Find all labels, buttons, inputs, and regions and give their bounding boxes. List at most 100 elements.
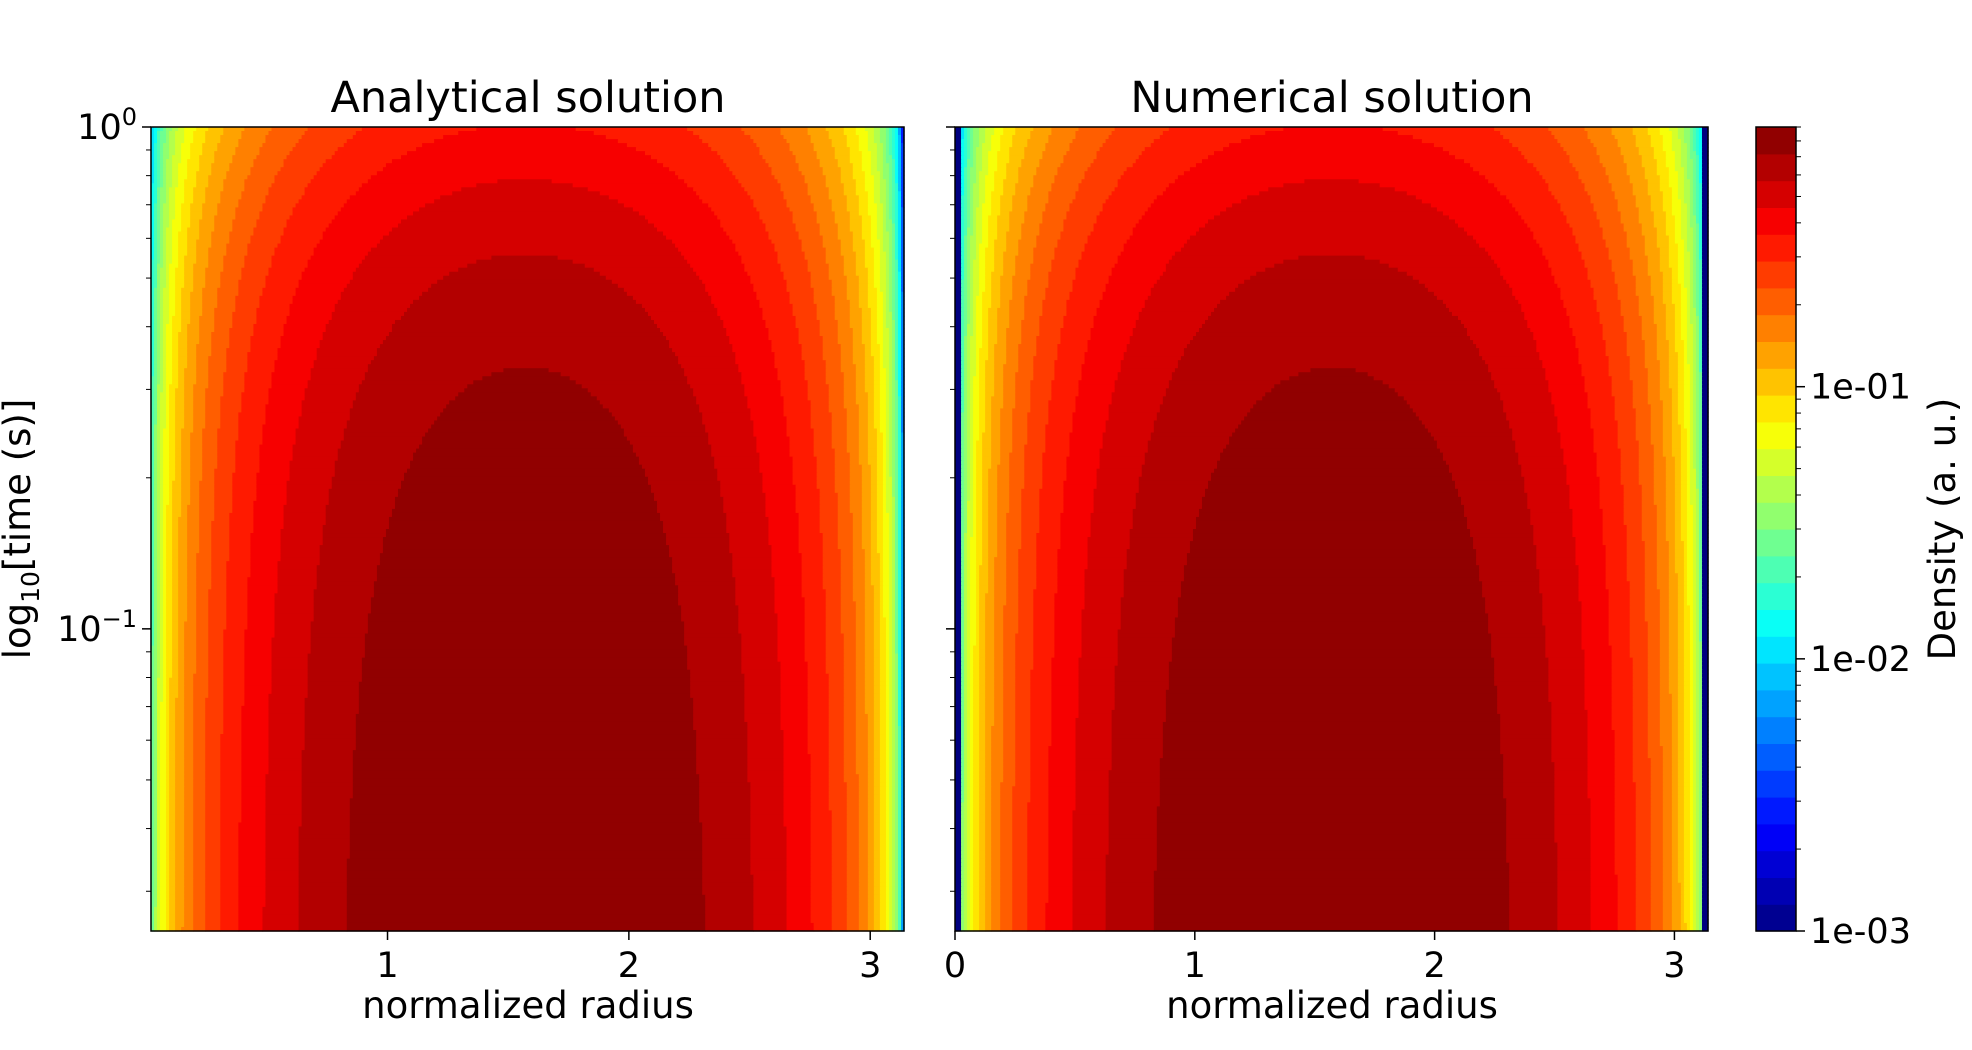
- contour-cell: [151, 545, 155, 550]
- contour-cell: [160, 424, 167, 430]
- contour-cell: [151, 263, 155, 269]
- contour-cell: [855, 709, 866, 715]
- contour-cell: [202, 291, 218, 297]
- contour-cell: [166, 746, 170, 751]
- contour-cell: [617, 199, 703, 204]
- contour-cell: [241, 730, 270, 735]
- contour-cell: [163, 147, 170, 152]
- contour-cell: [160, 452, 164, 458]
- contour-cell: [310, 637, 366, 643]
- contour-cell: [388, 524, 664, 530]
- contour-cell: [184, 279, 194, 285]
- contour-cell: [196, 633, 209, 639]
- contour-cell: [852, 524, 863, 530]
- contour-cell: [807, 380, 827, 385]
- contour-cell: [885, 143, 890, 148]
- contour-cell: [304, 388, 360, 393]
- contour-cell: [801, 356, 824, 361]
- contour-cell: [181, 299, 191, 305]
- contour-cell: [882, 605, 890, 610]
- contour-cell: [882, 609, 890, 615]
- contour-cell: [873, 131, 881, 136]
- contour-cell: [888, 553, 893, 558]
- contour-cell: [157, 657, 161, 663]
- contour-cell: [163, 332, 167, 337]
- contour-cell: [154, 171, 158, 176]
- contour-cell: [783, 396, 809, 401]
- contour-cell: [151, 295, 155, 301]
- contour-cell: [693, 267, 745, 273]
- contour-cell: [888, 340, 893, 345]
- contour-cell: [885, 500, 893, 506]
- contour-cell: [355, 742, 697, 747]
- contour-cell: [163, 685, 167, 691]
- contour-cell: [843, 701, 857, 707]
- contour-cell: [885, 408, 890, 414]
- contour-cell: [828, 263, 845, 269]
- contour-cell: [780, 701, 809, 707]
- contour-cell: [160, 231, 164, 237]
- contour-cell: [894, 412, 899, 418]
- contour-cell: [223, 629, 245, 635]
- contour-cell: [184, 424, 194, 430]
- contour-cell: [181, 464, 191, 470]
- contour-cell: [867, 275, 875, 281]
- contour-cell: [888, 267, 893, 273]
- contour-cell: [801, 565, 824, 570]
- contour-cell: [786, 428, 815, 434]
- contour-cell: [376, 569, 673, 574]
- contour-cell: [876, 143, 884, 148]
- contour-cell: [885, 179, 890, 184]
- contour-cell: [163, 637, 167, 643]
- contour-cell: [822, 545, 839, 550]
- contour-cell: [166, 561, 173, 566]
- contour-cell: [891, 468, 896, 474]
- contour-cell: [151, 701, 155, 707]
- contour-cell: [223, 673, 245, 679]
- contour-cell: [214, 227, 233, 233]
- contour-cell: [271, 127, 309, 132]
- contour-cell: [741, 641, 779, 647]
- contour-cell: [891, 135, 896, 140]
- contour-cell: [235, 295, 261, 301]
- contour-cell: [891, 183, 896, 188]
- contour-cell: [684, 625, 739, 631]
- contour-cell: [870, 344, 881, 349]
- contour-cell: [187, 336, 200, 341]
- contour-cell: [166, 597, 173, 602]
- contour-cell: [166, 239, 173, 245]
- contour-cell: [741, 372, 779, 377]
- contour-cell: [900, 689, 905, 695]
- contour-cell: [307, 127, 363, 132]
- contour-cell: [166, 693, 170, 699]
- contour-cell: [885, 255, 890, 261]
- contour-cell: [253, 332, 285, 337]
- contour-cell: [166, 384, 170, 389]
- contour-cell: [184, 742, 194, 747]
- contour-cell: [623, 428, 706, 434]
- contour-cell: [334, 472, 405, 478]
- contour-cell: [193, 742, 206, 747]
- contour-cell: [196, 589, 209, 594]
- contour-cell: [876, 332, 884, 337]
- contour-cell: [675, 171, 733, 176]
- contour-cell: [804, 368, 827, 373]
- contour-cell: [244, 673, 273, 679]
- contour-cell: [825, 127, 845, 132]
- contour-cell: [816, 476, 836, 482]
- contour-cell: [455, 396, 598, 401]
- contour-cell: [783, 195, 812, 200]
- contour-cell: [205, 404, 221, 409]
- contour-cell: [413, 456, 640, 462]
- contour-cell: [175, 203, 182, 208]
- contour-cell: [870, 352, 881, 357]
- contour-cell: [166, 195, 170, 200]
- contour-cell: [780, 392, 809, 397]
- contour-cell: [259, 295, 294, 301]
- contour-cell: [879, 171, 884, 176]
- contour-cell: [208, 179, 224, 184]
- contour-cell: [250, 167, 282, 172]
- contour-cell: [861, 468, 872, 474]
- contour-cell: [151, 496, 155, 502]
- contour-cell: [738, 251, 779, 257]
